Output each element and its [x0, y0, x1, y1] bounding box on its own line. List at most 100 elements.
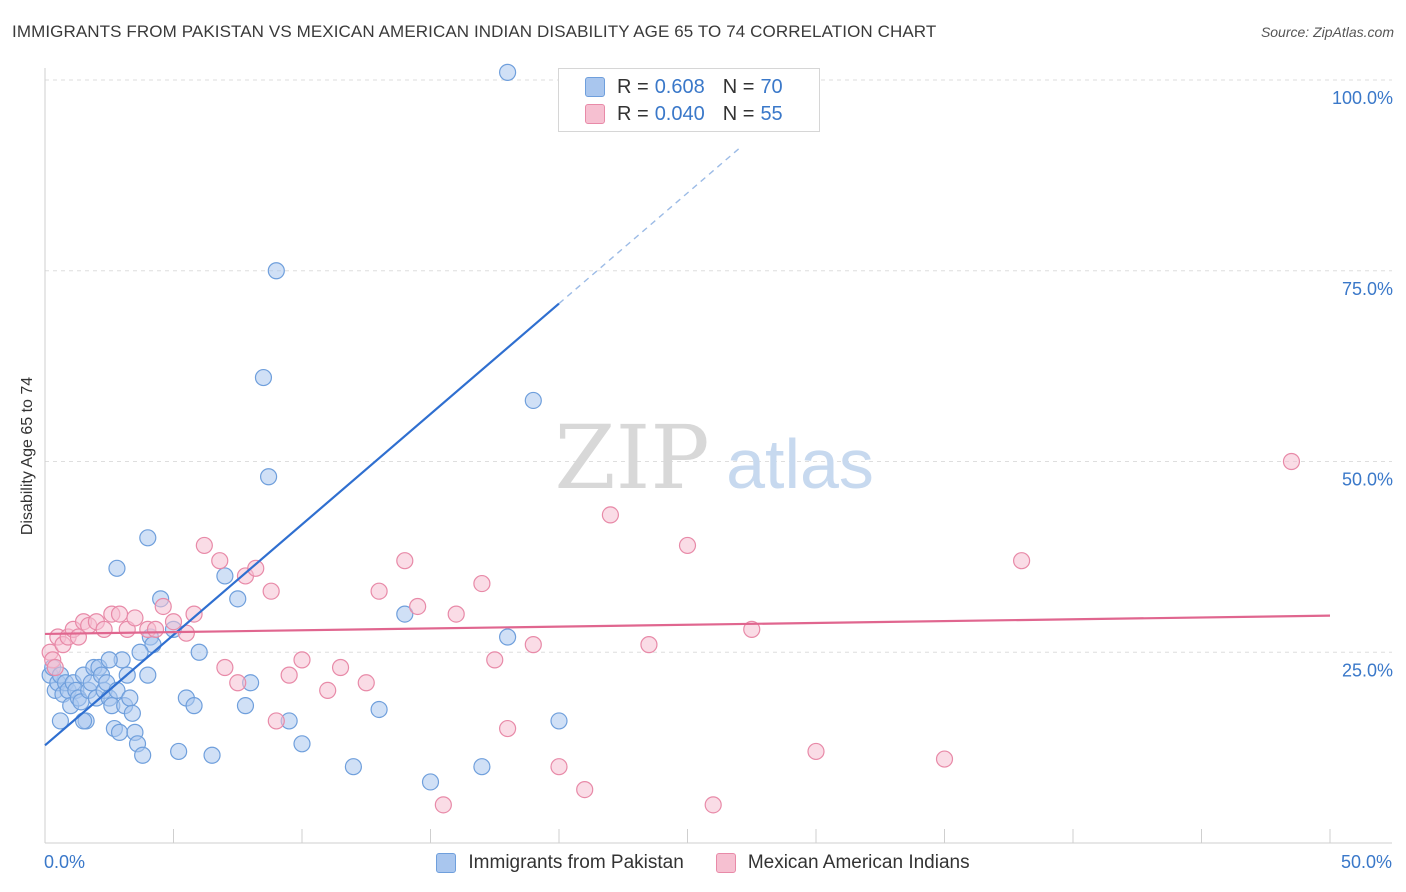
data-point — [51, 712, 70, 730]
data-point — [344, 758, 362, 776]
data-point — [499, 719, 517, 738]
data-point — [807, 742, 825, 761]
legend-swatch-pink — [585, 104, 605, 124]
data-point — [293, 735, 311, 753]
legend-r-label: R = — [617, 102, 649, 125]
data-point — [499, 63, 517, 81]
data-point — [185, 697, 203, 715]
data-point — [100, 651, 118, 669]
legend-r-value: 0.608 — [654, 75, 705, 98]
data-point — [74, 712, 93, 730]
data-point — [550, 712, 568, 730]
data-point — [524, 636, 542, 654]
data-point — [486, 651, 504, 669]
data-point — [164, 613, 183, 631]
data-point — [229, 674, 247, 692]
data-point — [434, 796, 452, 814]
data-point — [139, 666, 157, 684]
series-legend-pakistan[interactable]: Immigrants from Pakistan — [436, 852, 684, 874]
data-point — [743, 620, 761, 638]
data-point — [280, 666, 298, 684]
data-point — [447, 605, 465, 623]
data-point — [123, 704, 141, 722]
data-point — [95, 620, 113, 638]
data-point — [370, 582, 388, 600]
data-point — [935, 750, 954, 768]
data-point — [524, 391, 542, 410]
series-legend-mexican[interactable]: Mexican American Indians — [715, 852, 970, 874]
data-point — [473, 758, 491, 776]
legend-swatch-blue — [436, 853, 457, 873]
legend-n-label: N = — [722, 102, 755, 125]
series-legend-label: Immigrants from Pakistan — [468, 852, 684, 873]
data-point — [46, 658, 64, 677]
trend-line-mexican — [44, 614, 1331, 636]
data-point — [421, 773, 440, 791]
data-point — [499, 628, 517, 646]
data-point — [267, 262, 285, 280]
watermark-zip: ZIP — [554, 406, 709, 509]
data-point — [126, 609, 144, 627]
data-point — [576, 780, 594, 799]
trend-line-pakistan-extension — [558, 148, 740, 305]
data-point — [267, 712, 285, 730]
data-point — [396, 552, 414, 570]
series-legend-label: Mexican American Indians — [747, 852, 970, 873]
y-tick-label: 75.0% — [1342, 279, 1393, 299]
data-point — [216, 658, 234, 677]
data-point — [121, 689, 139, 707]
chart-title: IMMIGRANTS FROM PAKISTAN VS MEXICAN AMER… — [12, 22, 937, 41]
data-point — [601, 506, 620, 524]
data-point — [216, 567, 234, 585]
data-point — [247, 559, 265, 577]
data-point — [550, 758, 568, 776]
y-tick-label: 50.0% — [1342, 470, 1393, 490]
y-tick-label: 100.0% — [1332, 88, 1393, 108]
data-point — [190, 643, 208, 661]
legend-n-value: 70 — [760, 75, 783, 98]
x-tick-label-max: 50.0% — [1340, 852, 1392, 872]
data-point — [262, 582, 280, 600]
data-point — [131, 643, 149, 661]
data-point — [331, 658, 350, 677]
data-point — [154, 597, 172, 616]
trend-line-pakistan — [44, 302, 560, 747]
data-point — [185, 605, 203, 623]
data-point — [1282, 452, 1301, 471]
legend-swatch-blue — [585, 77, 605, 97]
data-point — [236, 697, 255, 715]
legend-n-label: N = — [722, 75, 755, 98]
data-point — [195, 536, 213, 555]
data-point — [139, 529, 157, 547]
series-legend: Immigrants from Pakistan Mexican America… — [0, 852, 1406, 874]
data-point — [110, 723, 129, 741]
data-point — [229, 590, 247, 608]
data-point — [110, 605, 129, 623]
data-point — [678, 536, 697, 555]
data-point — [108, 559, 126, 577]
data-point — [203, 746, 221, 764]
data-point — [170, 742, 188, 761]
watermark-atlas: atlas — [726, 425, 874, 503]
data-point — [409, 597, 427, 616]
data-point — [134, 746, 152, 764]
data-point — [259, 468, 278, 486]
data-point — [473, 574, 491, 593]
legend-n-value: 55 — [760, 102, 783, 125]
data-point — [1012, 552, 1031, 570]
legend-r-label: R = — [617, 75, 649, 98]
data-point — [704, 796, 722, 814]
legend-r-value: 0.040 — [654, 102, 705, 125]
data-point — [396, 605, 414, 623]
stats-legend: R = 0.608 N = 70 R = 0.040 N = 55 — [558, 68, 820, 132]
data-point — [146, 620, 165, 638]
data-point — [357, 674, 375, 692]
legend-swatch-pink — [715, 853, 736, 873]
data-point — [370, 700, 388, 719]
source-label: Source: ZipAtlas.com — [1260, 24, 1394, 40]
data-point — [211, 552, 229, 570]
data-point — [319, 681, 337, 700]
data-point — [640, 636, 658, 654]
data-point — [254, 368, 273, 387]
